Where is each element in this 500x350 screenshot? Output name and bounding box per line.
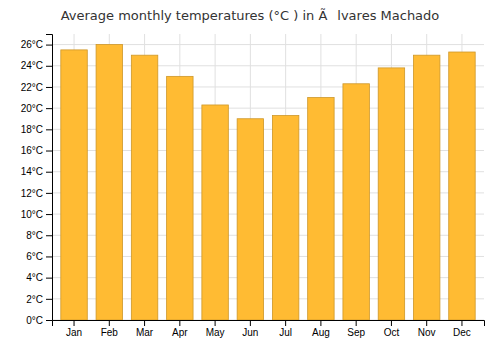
- tick: Nov: [418, 320, 436, 338]
- tick-label: Jun: [242, 327, 258, 338]
- tick: Dec: [453, 320, 471, 338]
- axis-line: [46, 35, 53, 321]
- bar: [61, 50, 87, 320]
- tick: Mar: [136, 320, 154, 338]
- bar: [378, 68, 404, 320]
- bar: [308, 98, 334, 320]
- bar: [96, 45, 122, 320]
- tick-label: Sep: [347, 327, 365, 338]
- tick-mark: [46, 256, 52, 257]
- tick-label: 26°C: [21, 39, 43, 50]
- tick-label: 12°C: [21, 188, 43, 199]
- tick-label: Mar: [136, 327, 154, 338]
- tick-label: 8°C: [26, 230, 43, 241]
- tick-label: Jul: [279, 327, 292, 338]
- tick-label: May: [206, 327, 225, 338]
- tick-mark: [109, 320, 110, 326]
- tick-mark: [46, 66, 52, 67]
- tick-label: 2°C: [26, 294, 43, 305]
- tick: 18°C: [21, 124, 52, 135]
- tick-label: Aug: [312, 327, 330, 338]
- tick-label: 6°C: [26, 251, 43, 262]
- tick-label: 10°C: [21, 209, 43, 220]
- tick-label: Nov: [418, 327, 436, 338]
- axis-line: [53, 321, 485, 327]
- tick-mark: [391, 320, 392, 326]
- tick: Jul: [279, 320, 292, 338]
- tick-label: 22°C: [21, 82, 43, 93]
- tick-mark: [46, 278, 52, 279]
- tick-mark: [250, 320, 251, 326]
- tick: Apr: [172, 320, 188, 338]
- tick: 24°C: [21, 60, 52, 71]
- tick: Jun: [242, 320, 258, 338]
- bar: [202, 105, 228, 320]
- tick: Aug: [312, 320, 330, 338]
- tick-mark: [46, 320, 52, 321]
- tick-label: 0°C: [26, 315, 43, 326]
- tick: 10°C: [21, 209, 52, 220]
- tick-label: Apr: [172, 327, 188, 338]
- bar: [272, 116, 298, 320]
- bar: [449, 52, 475, 320]
- tick-mark: [46, 45, 52, 46]
- tick-mark: [215, 320, 216, 326]
- grid: [52, 34, 484, 320]
- tick: 22°C: [21, 82, 52, 93]
- tick-label: 20°C: [21, 103, 43, 114]
- y-axis: 0°C 2°C 4°C 6°C 8°C 10°C 12°C 14°C 16°C 18°C 20°C 2…: [21, 35, 53, 326]
- tick: 4°C: [26, 272, 52, 283]
- tick-mark: [46, 214, 52, 215]
- tick: 16°C: [21, 145, 52, 156]
- plot: 0°C 2°C 4°C 6°C 8°C 10°C 12°C 14°C 16°C 18°C 20°C 2…: [21, 34, 485, 338]
- tick-mark: [320, 320, 321, 326]
- tick: 20°C: [21, 103, 52, 114]
- tick-mark: [144, 320, 145, 326]
- tick-label: 14°C: [21, 166, 43, 177]
- bar: [167, 76, 193, 320]
- tick-mark: [356, 320, 357, 326]
- tick-label: Dec: [453, 327, 471, 338]
- tick-mark: [46, 299, 52, 300]
- tick-mark: [46, 87, 52, 88]
- tick: 2°C: [26, 294, 52, 305]
- tick-label: 24°C: [21, 60, 43, 71]
- tick-mark: [46, 108, 52, 109]
- chart: 0°C 2°C 4°C 6°C 8°C 10°C 12°C 14°C 16°C 18°C 20°C 2…: [0, 0, 500, 350]
- tick-label: Jan: [66, 327, 82, 338]
- tick-mark: [285, 320, 286, 326]
- tick-label: Feb: [101, 327, 119, 338]
- tick: Feb: [101, 320, 119, 338]
- x-axis: Jan Feb Mar Apr May Jun Jul Aug Sep Oct Nov Dec: [53, 320, 485, 338]
- tick-mark: [461, 320, 462, 326]
- bar: [413, 55, 439, 320]
- tick: 8°C: [26, 230, 52, 241]
- tick-mark: [426, 320, 427, 326]
- title: Average monthly temperatures (°C ) in Ã…: [61, 8, 440, 23]
- tick: 12°C: [21, 188, 52, 199]
- tick: May: [206, 320, 225, 338]
- tick-label: 4°C: [26, 272, 43, 283]
- tick-mark: [179, 320, 180, 326]
- tick: Sep: [347, 320, 365, 338]
- tick-mark: [74, 320, 75, 326]
- tick: 26°C: [21, 39, 52, 50]
- tick: 14°C: [21, 166, 52, 177]
- tick-mark: [46, 193, 52, 194]
- tick-label: Oct: [384, 327, 400, 338]
- tick-label: 18°C: [21, 124, 43, 135]
- tick-mark: [46, 235, 52, 236]
- tick: Oct: [384, 320, 400, 338]
- tick: 6°C: [26, 251, 52, 262]
- tick-mark: [46, 129, 52, 130]
- tick: 0°C: [26, 315, 52, 326]
- bar: [131, 55, 157, 320]
- tick-mark: [46, 172, 52, 173]
- bar: [343, 84, 369, 320]
- bar: [237, 119, 263, 320]
- tick-label: 16°C: [21, 145, 43, 156]
- bars: [61, 45, 475, 320]
- tick: Jan: [66, 320, 82, 338]
- tick-mark: [46, 151, 52, 152]
